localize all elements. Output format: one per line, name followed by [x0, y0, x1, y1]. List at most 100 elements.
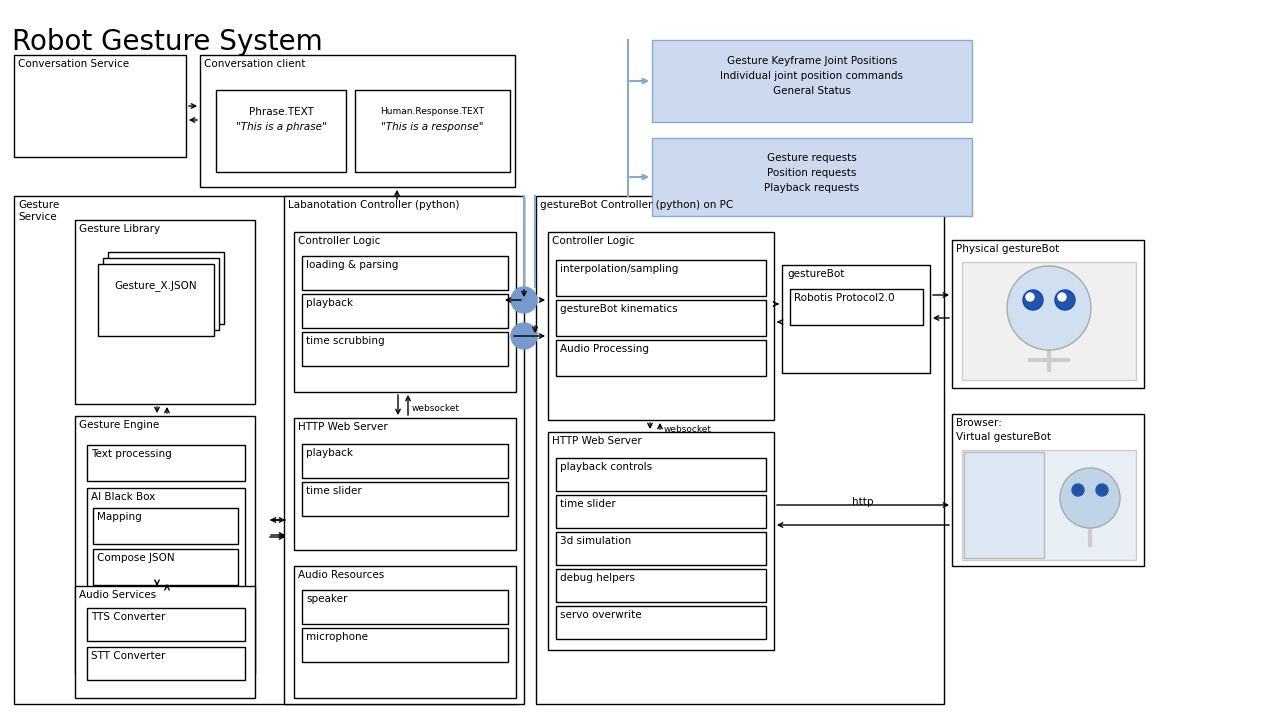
Circle shape: [1007, 266, 1091, 350]
FancyBboxPatch shape: [93, 508, 238, 544]
Text: http: http: [852, 497, 874, 507]
FancyBboxPatch shape: [87, 647, 244, 680]
Text: Mapping: Mapping: [97, 512, 142, 522]
Text: websocket: websocket: [664, 425, 712, 434]
FancyBboxPatch shape: [556, 569, 765, 602]
Text: Individual joint position commands: Individual joint position commands: [721, 71, 904, 81]
FancyBboxPatch shape: [76, 586, 255, 698]
FancyBboxPatch shape: [556, 495, 765, 528]
Text: AI Black Box: AI Black Box: [91, 492, 155, 502]
Circle shape: [1060, 468, 1120, 528]
FancyBboxPatch shape: [302, 482, 508, 516]
Text: Controller Logic: Controller Logic: [552, 236, 635, 246]
Text: Gesture Keyframe Joint Positions: Gesture Keyframe Joint Positions: [727, 56, 897, 66]
FancyBboxPatch shape: [556, 340, 765, 376]
FancyBboxPatch shape: [302, 256, 508, 290]
Text: TTS Converter: TTS Converter: [91, 612, 165, 622]
FancyBboxPatch shape: [302, 628, 508, 662]
FancyBboxPatch shape: [294, 418, 516, 550]
Text: Virtual gestureBot: Virtual gestureBot: [956, 432, 1051, 442]
Text: Audio Resources: Audio Resources: [298, 570, 384, 580]
Text: microphone: microphone: [306, 632, 369, 642]
FancyBboxPatch shape: [87, 445, 244, 481]
Circle shape: [1023, 290, 1043, 310]
Text: time slider: time slider: [561, 499, 616, 509]
Text: Audio Services: Audio Services: [79, 590, 156, 600]
Text: Gesture Engine: Gesture Engine: [79, 420, 159, 430]
Text: Gesture Library: Gesture Library: [79, 224, 160, 234]
Text: Phrase.TEXT: Phrase.TEXT: [248, 107, 314, 117]
FancyBboxPatch shape: [952, 240, 1144, 388]
FancyBboxPatch shape: [302, 444, 508, 478]
FancyBboxPatch shape: [302, 590, 508, 624]
FancyBboxPatch shape: [952, 414, 1144, 566]
FancyBboxPatch shape: [963, 450, 1137, 560]
Text: Gesture
Service: Gesture Service: [18, 200, 59, 222]
Text: time slider: time slider: [306, 486, 362, 496]
FancyBboxPatch shape: [964, 452, 1044, 558]
Text: Browser:: Browser:: [956, 418, 1002, 428]
Text: websocket: websocket: [412, 404, 460, 413]
Text: General Status: General Status: [773, 86, 851, 96]
Text: Robot Gesture System: Robot Gesture System: [12, 28, 323, 56]
FancyBboxPatch shape: [76, 220, 255, 404]
FancyBboxPatch shape: [556, 532, 765, 565]
Text: Robotis Protocol2.0: Robotis Protocol2.0: [794, 293, 895, 303]
Text: Audio Processing: Audio Processing: [561, 344, 649, 354]
FancyBboxPatch shape: [284, 196, 524, 704]
Text: "This is a response": "This is a response": [380, 122, 484, 132]
FancyBboxPatch shape: [14, 196, 518, 704]
Text: HTTP Web Server: HTTP Web Server: [552, 436, 641, 446]
FancyBboxPatch shape: [99, 264, 214, 336]
FancyBboxPatch shape: [963, 262, 1137, 380]
FancyBboxPatch shape: [548, 432, 774, 650]
Text: gestureBot kinematics: gestureBot kinematics: [561, 304, 677, 314]
Circle shape: [1055, 290, 1075, 310]
Text: Position requests: Position requests: [767, 168, 856, 178]
Text: Text processing: Text processing: [91, 449, 172, 459]
Text: playback: playback: [306, 448, 353, 458]
FancyBboxPatch shape: [548, 232, 774, 420]
Text: Compose JSON: Compose JSON: [97, 553, 174, 563]
FancyBboxPatch shape: [355, 90, 509, 172]
Circle shape: [1096, 484, 1108, 496]
FancyBboxPatch shape: [200, 55, 515, 187]
FancyBboxPatch shape: [216, 90, 346, 172]
FancyBboxPatch shape: [652, 138, 972, 216]
Text: STT Converter: STT Converter: [91, 651, 165, 661]
FancyBboxPatch shape: [556, 300, 765, 336]
Circle shape: [1059, 293, 1066, 301]
FancyBboxPatch shape: [87, 608, 244, 641]
FancyBboxPatch shape: [652, 40, 972, 122]
Text: HTTP Web Server: HTTP Web Server: [298, 422, 388, 432]
FancyBboxPatch shape: [93, 549, 238, 585]
FancyBboxPatch shape: [87, 488, 244, 618]
Text: speaker: speaker: [306, 594, 347, 604]
Text: Physical gestureBot: Physical gestureBot: [956, 244, 1060, 254]
Text: Gesture_X.JSON: Gesture_X.JSON: [115, 280, 197, 291]
Circle shape: [1027, 293, 1034, 301]
Text: playback: playback: [306, 298, 353, 308]
Text: Labanotation Controller (python): Labanotation Controller (python): [288, 200, 460, 210]
Circle shape: [511, 323, 538, 349]
FancyBboxPatch shape: [294, 232, 516, 392]
Text: Gesture requests: Gesture requests: [767, 153, 856, 163]
Text: playback controls: playback controls: [561, 462, 652, 472]
FancyBboxPatch shape: [102, 258, 219, 330]
Circle shape: [1073, 484, 1084, 496]
FancyBboxPatch shape: [782, 265, 931, 373]
FancyBboxPatch shape: [790, 289, 923, 325]
Text: Controller Logic: Controller Logic: [298, 236, 380, 246]
Text: Conversation client: Conversation client: [204, 59, 306, 69]
Text: servo overwrite: servo overwrite: [561, 610, 641, 620]
FancyBboxPatch shape: [556, 458, 765, 491]
Text: 3d simulation: 3d simulation: [561, 536, 631, 546]
Text: Playback requests: Playback requests: [764, 183, 860, 193]
Text: Conversation Service: Conversation Service: [18, 59, 129, 69]
FancyBboxPatch shape: [108, 252, 224, 324]
FancyBboxPatch shape: [302, 332, 508, 366]
FancyBboxPatch shape: [302, 294, 508, 328]
Text: "This is a phrase": "This is a phrase": [236, 122, 326, 132]
Text: interpolation/sampling: interpolation/sampling: [561, 264, 678, 274]
FancyBboxPatch shape: [536, 196, 945, 704]
